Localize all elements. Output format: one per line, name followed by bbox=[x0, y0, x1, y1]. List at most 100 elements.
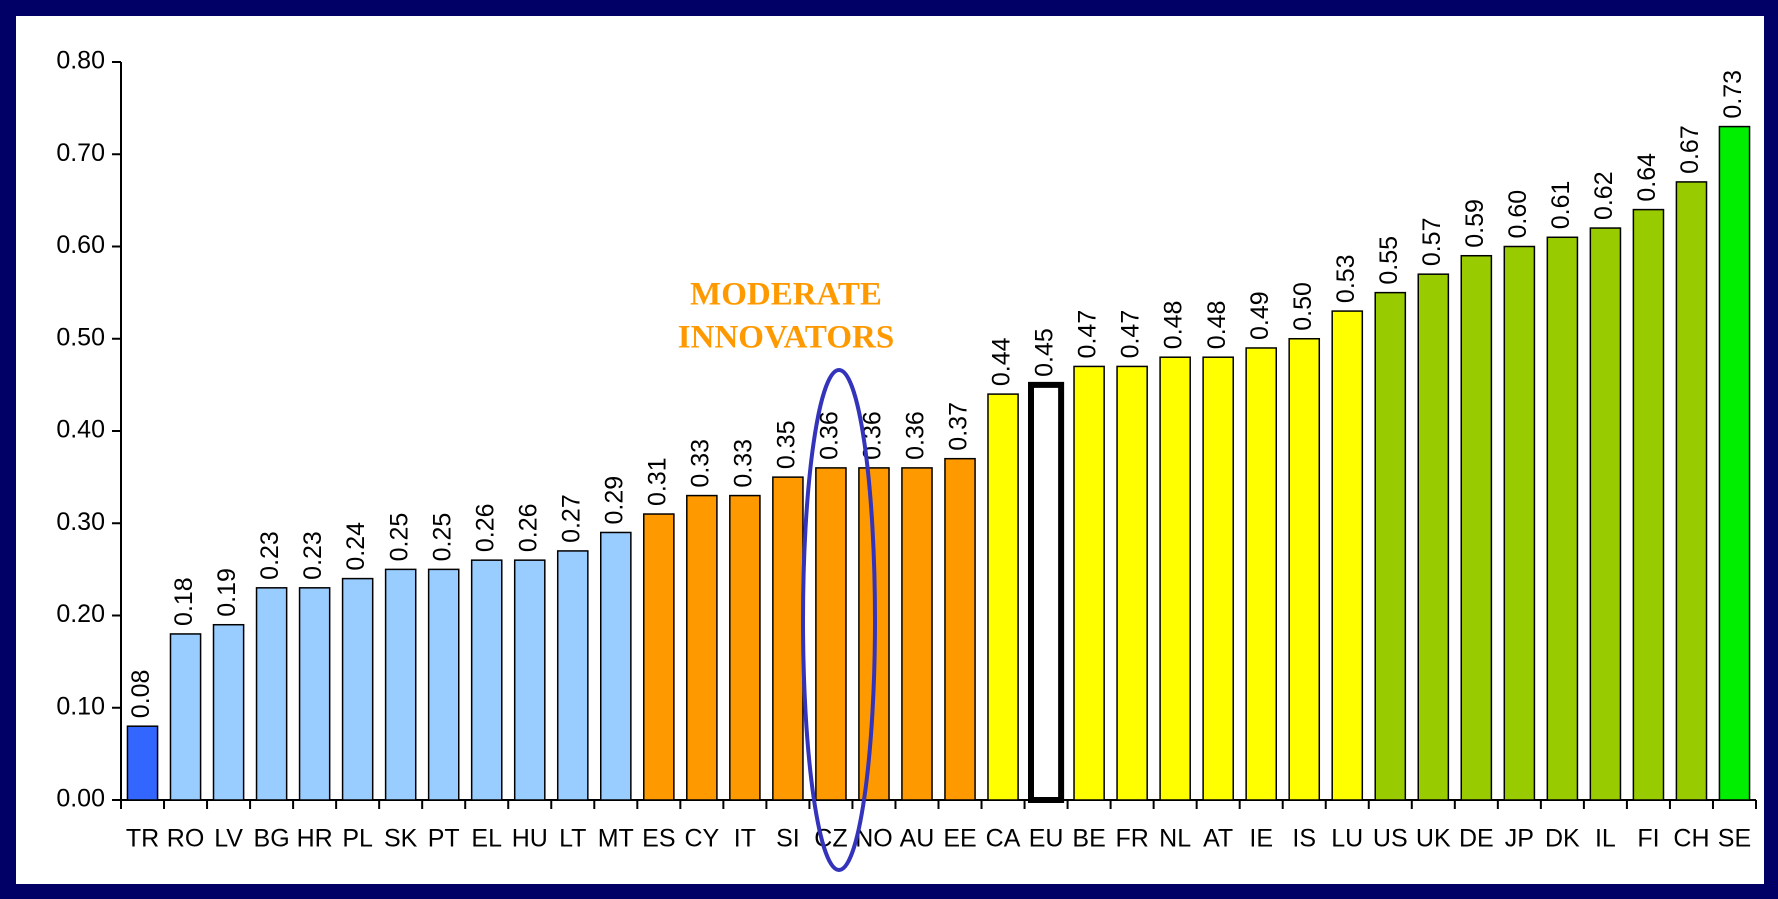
bar bbox=[1546, 236, 1579, 801]
value-label: 0.57 bbox=[1418, 218, 1446, 267]
value-label: 0.60 bbox=[1504, 190, 1532, 239]
bar bbox=[556, 550, 589, 801]
bar bbox=[1028, 381, 1065, 803]
x-tick-label: UK bbox=[1416, 825, 1451, 853]
bar bbox=[772, 476, 804, 801]
bar bbox=[255, 587, 288, 801]
bar bbox=[1417, 273, 1450, 801]
value-label: 0.24 bbox=[342, 522, 370, 571]
y-tick-label: 0.60 bbox=[56, 231, 105, 259]
bar bbox=[384, 568, 417, 801]
x-tick-label: SK bbox=[384, 825, 418, 853]
y-tick-label: 0.10 bbox=[56, 692, 105, 720]
value-label: 0.35 bbox=[773, 420, 801, 469]
bar bbox=[1589, 227, 1622, 801]
bar bbox=[1288, 338, 1321, 801]
x-tick-label: NL bbox=[1159, 825, 1191, 853]
x-tick-label: SI bbox=[776, 825, 800, 853]
value-label: 0.47 bbox=[1117, 310, 1145, 359]
x-tick-label: FR bbox=[1115, 825, 1148, 853]
value-label: 0.50 bbox=[1289, 282, 1317, 331]
value-label: 0.27 bbox=[557, 494, 585, 543]
bar bbox=[599, 531, 632, 801]
value-label: 0.29 bbox=[600, 476, 628, 525]
bar bbox=[1159, 356, 1191, 801]
x-tick-label: JP bbox=[1505, 825, 1534, 853]
value-label: 0.64 bbox=[1633, 153, 1661, 202]
bar bbox=[341, 577, 374, 801]
y-tick-label: 0.20 bbox=[56, 600, 105, 628]
value-label: 0.45 bbox=[1031, 328, 1059, 377]
value-label: 0.62 bbox=[1590, 171, 1618, 220]
value-label: 0.37 bbox=[945, 402, 973, 451]
value-label: 0.61 bbox=[1547, 181, 1575, 230]
bar bbox=[815, 467, 847, 801]
y-tick-label: 0.40 bbox=[56, 416, 105, 444]
x-tick-label: ES bbox=[642, 825, 675, 853]
value-label: 0.73 bbox=[1719, 70, 1747, 119]
value-label: 0.08 bbox=[127, 670, 155, 719]
x-tick-label: HR bbox=[297, 825, 333, 853]
value-label: 0.23 bbox=[299, 531, 327, 580]
x-tick-label: HU bbox=[512, 825, 548, 853]
bar bbox=[470, 559, 503, 801]
bar bbox=[427, 568, 460, 801]
x-tick-label: IS bbox=[1292, 825, 1316, 853]
bar bbox=[1331, 310, 1364, 801]
bar bbox=[298, 587, 331, 801]
bar bbox=[1116, 365, 1148, 801]
x-tick-label: BE bbox=[1072, 825, 1105, 853]
value-label: 0.67 bbox=[1676, 125, 1704, 174]
x-tick-label: RO bbox=[167, 825, 205, 853]
value-label: 0.25 bbox=[385, 513, 413, 562]
bar bbox=[212, 623, 245, 801]
x-tick-label: IL bbox=[1595, 825, 1616, 853]
value-label: 0.59 bbox=[1461, 199, 1489, 248]
bar bbox=[729, 494, 761, 801]
x-tick-label: PL bbox=[342, 825, 373, 853]
x-tick-label: BG bbox=[254, 825, 290, 853]
x-tick-label: US bbox=[1373, 825, 1408, 853]
bar bbox=[1073, 365, 1105, 801]
x-tick-label: IE bbox=[1249, 825, 1273, 853]
value-label: 0.36 bbox=[902, 411, 930, 460]
bar bbox=[1675, 181, 1708, 801]
bar bbox=[643, 513, 675, 801]
value-label: 0.55 bbox=[1375, 236, 1403, 285]
x-tick-label: DE bbox=[1459, 825, 1494, 853]
y-tick-label: 0.30 bbox=[56, 508, 105, 536]
annotation: MODERATE bbox=[690, 277, 882, 313]
x-tick-label: EU bbox=[1029, 825, 1064, 853]
annotation: INNOVATORS bbox=[678, 320, 894, 356]
x-tick-label: AT bbox=[1203, 825, 1233, 853]
bar bbox=[686, 494, 718, 801]
bar bbox=[513, 559, 546, 801]
value-label: 0.33 bbox=[729, 439, 757, 488]
x-tick-label: LU bbox=[1331, 825, 1363, 853]
x-tick-label: DK bbox=[1545, 825, 1580, 853]
x-tick-label: NO bbox=[855, 825, 893, 853]
value-label: 0.44 bbox=[988, 337, 1016, 386]
bar bbox=[987, 393, 1019, 801]
value-label: 0.18 bbox=[170, 577, 198, 626]
highlight-ellipse bbox=[801, 368, 877, 872]
value-label: 0.33 bbox=[686, 439, 714, 488]
bar bbox=[1374, 291, 1407, 801]
x-tick-label: PT bbox=[428, 825, 460, 853]
value-label: 0.31 bbox=[643, 457, 671, 506]
x-tick-label: EE bbox=[943, 825, 976, 853]
bar bbox=[944, 457, 976, 801]
x-tick-label: CH bbox=[1673, 825, 1709, 853]
value-label: 0.49 bbox=[1246, 291, 1274, 340]
x-tick-label: SE bbox=[1718, 825, 1751, 853]
bar bbox=[1460, 254, 1493, 801]
x-tick-label: CA bbox=[986, 825, 1021, 853]
bar bbox=[1202, 356, 1234, 801]
bar bbox=[1503, 245, 1536, 801]
x-tick-label: IT bbox=[734, 825, 756, 853]
x-tick-label: LT bbox=[559, 825, 586, 853]
value-label: 0.26 bbox=[471, 503, 499, 552]
bar bbox=[169, 633, 202, 801]
